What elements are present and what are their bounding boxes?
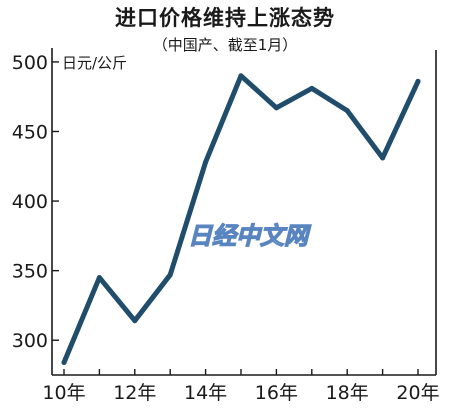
data-point (96, 275, 102, 281)
data-point (238, 73, 244, 79)
series-line (61, 73, 421, 365)
data-point (309, 85, 315, 91)
x-tick-label: 10年 (42, 382, 85, 404)
data-point (273, 105, 279, 111)
y-tick-label: 350 (12, 261, 48, 283)
y-tick-label: 450 (12, 121, 48, 143)
x-tick-label: 16年 (255, 382, 298, 404)
data-point (344, 108, 350, 114)
y-ticks: 300 350 400 450 500 (12, 52, 59, 352)
y-axis-unit-label: 日元/公斤 (62, 54, 127, 72)
chart-title: 进口价格维持上涨态势 (115, 6, 335, 30)
series-line-group (61, 73, 421, 365)
data-point (132, 318, 138, 324)
x-tick-label: 18年 (326, 382, 369, 404)
chart-subtitle: （中国产、截至1月） (152, 36, 298, 54)
data-point (61, 359, 67, 365)
y-tick-label: 500 (12, 52, 48, 74)
data-point (415, 78, 421, 84)
data-point (380, 155, 386, 161)
x-tick-label: 14年 (184, 382, 227, 404)
x-ticks: 10年 12年 14年 16年 18年 20年 (42, 369, 440, 404)
data-point (203, 159, 209, 165)
watermark: 日经中文网 (188, 222, 312, 250)
data-point (167, 272, 173, 278)
x-tick-label: 20年 (396, 382, 439, 404)
x-tick-label: 12年 (113, 382, 156, 404)
axes (51, 48, 437, 376)
y-tick-label: 400 (12, 191, 48, 213)
y-tick-label: 300 (12, 330, 48, 352)
